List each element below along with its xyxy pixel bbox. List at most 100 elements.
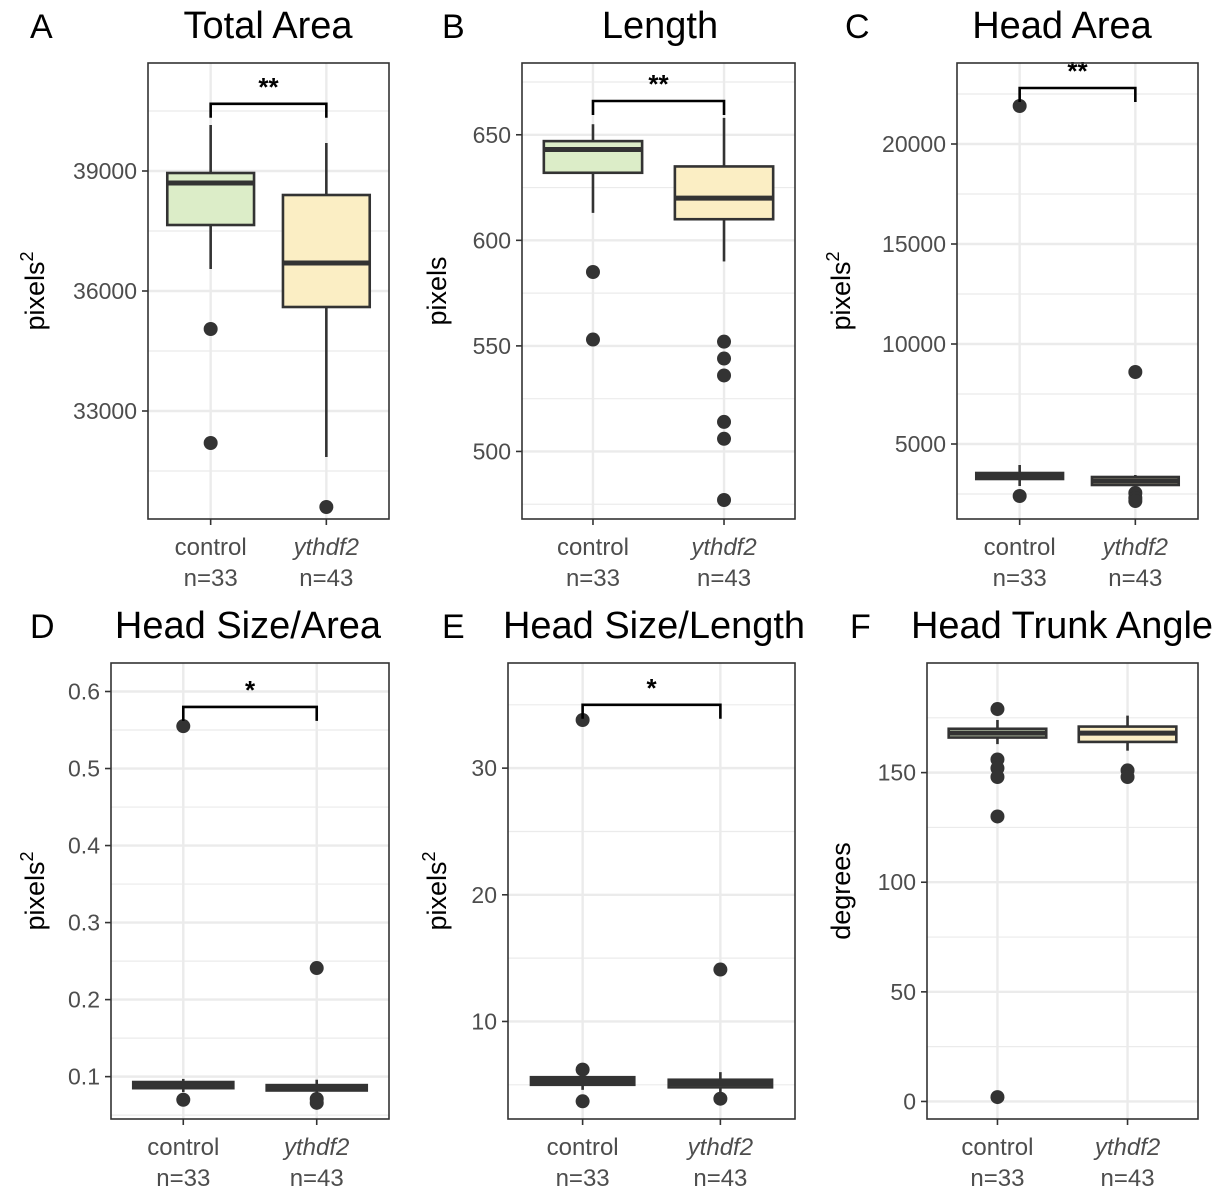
- y-tick-label: 20000: [882, 131, 946, 157]
- y-axis-label: pixels: [422, 256, 452, 325]
- y-tick-label: 36000: [73, 278, 137, 304]
- panel-border: [956, 62, 1199, 520]
- plot-background: [508, 663, 795, 1119]
- outlier-point: [575, 1062, 590, 1077]
- panel-border: [926, 662, 1199, 1120]
- outlier-point: [1012, 489, 1027, 503]
- plot-background: [522, 63, 795, 519]
- significance-bracket: [591, 99, 726, 115]
- outlier-point: [713, 1091, 728, 1106]
- outlier-point: [990, 809, 1005, 824]
- x-sample-size-label: n=33: [184, 565, 238, 592]
- y-axis-label-text: pixels: [20, 261, 50, 330]
- box-control: [542, 139, 644, 175]
- x-sample-size-label: n=33: [993, 565, 1047, 592]
- outlier-point: [717, 334, 732, 349]
- panel-letter: C: [845, 8, 870, 46]
- panel-border: [521, 62, 796, 520]
- x-category-label: control: [147, 1134, 219, 1161]
- x-category-label: control: [175, 534, 247, 561]
- panel-E: * 10 20 30 control n=33 ythdf2 n=43 pixels2 E Head…: [419, 605, 805, 1192]
- y-axis-label: pixels2: [419, 851, 452, 930]
- outlier-point: [1128, 494, 1143, 508]
- x-sample-size-label: n=43: [1108, 565, 1162, 592]
- outlier-point: [1120, 770, 1135, 784]
- x-sample-size-label: n=43: [299, 565, 353, 592]
- outlier-point: [990, 702, 1005, 717]
- outlier-point: [990, 1090, 1005, 1105]
- y-tick-label: 600: [473, 227, 511, 253]
- x-category-label: control: [547, 1134, 619, 1161]
- y-axis-label: degrees: [826, 842, 856, 940]
- x-category-label: control: [961, 1134, 1033, 1161]
- y-tick-label: 0.3: [68, 910, 100, 936]
- x-sample-size-label: n=43: [1101, 1165, 1155, 1192]
- y-tick-label: 33000: [73, 398, 137, 424]
- outlier-point: [176, 1092, 191, 1107]
- outlier-point: [203, 322, 218, 336]
- panel-title: Head Trunk Angle: [911, 605, 1213, 647]
- significance-bracket: [181, 705, 319, 721]
- outlier-point: [1128, 365, 1143, 379]
- y-axis-label: pixels2: [17, 851, 50, 930]
- outlier-point: [717, 368, 732, 383]
- panel-border: [110, 662, 390, 1120]
- panel-letter: F: [850, 608, 871, 646]
- x-category-label: control: [984, 534, 1056, 561]
- y-tick-label: 0.6: [68, 679, 100, 705]
- outlier-point: [585, 332, 600, 347]
- plot-background: [957, 63, 1198, 519]
- panel-letter: A: [30, 8, 53, 46]
- x-category-label: ythdf2: [292, 534, 359, 561]
- outlier-point: [1012, 99, 1027, 113]
- x-sample-size-label: n=43: [290, 1165, 344, 1192]
- panel-title: Head Size/Area: [115, 605, 382, 647]
- x-category-label: ythdf2: [686, 1134, 753, 1161]
- y-axis-label-text: pixels: [20, 861, 50, 930]
- x-sample-size-label: n=33: [156, 1165, 210, 1192]
- y-axis-label-superscript: 2: [823, 251, 843, 261]
- outlier-point: [575, 713, 590, 727]
- y-axis-label-text: degrees: [826, 842, 856, 940]
- y-tick-label: 5000: [895, 431, 946, 457]
- x-sample-size-label: n=43: [697, 565, 751, 592]
- panel-D: * 0.1 0.2 0.3 0.4 0.5 0.6 control n=33 ythdf2 n=43…: [17, 605, 390, 1192]
- x-sample-size-label: n=33: [566, 565, 620, 592]
- y-tick-label: 39000: [73, 158, 137, 184]
- y-tick-label: 0.2: [68, 987, 100, 1013]
- outlier-point: [717, 351, 732, 366]
- y-tick-label: 0.5: [68, 756, 100, 782]
- y-axis-label-text: pixels: [826, 261, 856, 330]
- panel-F: 0 50 100 150 control n=33 ythdf2 n=43 degrees F He…: [826, 605, 1213, 1192]
- panel-title: Length: [602, 5, 718, 47]
- y-axis-label: pixels2: [823, 251, 856, 330]
- panel-title: Total Area: [184, 5, 354, 47]
- x-category-label: ythdf2: [689, 534, 756, 561]
- outlier-point: [990, 770, 1005, 784]
- y-tick-label: 0.4: [68, 833, 100, 859]
- significance-bracket: [1018, 86, 1137, 102]
- outlier-point: [203, 436, 218, 450]
- significance-label: **: [648, 69, 669, 99]
- panel-title: Head Size/Length: [503, 605, 805, 647]
- y-tick-label: 10: [471, 1008, 497, 1034]
- outlier-point: [717, 431, 732, 446]
- y-tick-label: 150: [878, 760, 916, 786]
- significance-bracket: [581, 703, 722, 719]
- outlier-point: [717, 493, 732, 507]
- panel-border: [507, 662, 796, 1120]
- x-category-label: ythdf2: [1093, 1134, 1160, 1161]
- outlier-point: [309, 1095, 324, 1110]
- y-tick-label: 0: [903, 1088, 916, 1114]
- outlier-point: [309, 961, 324, 976]
- y-axis-label-superscript: 2: [17, 851, 37, 861]
- x-sample-size-label: n=33: [970, 1165, 1024, 1192]
- significance-label: *: [245, 675, 256, 705]
- outlier-point: [575, 1094, 590, 1109]
- panel-letter: D: [30, 608, 55, 646]
- outlier-point: [176, 719, 191, 734]
- box-ythdf2: [673, 165, 775, 221]
- panel-C: ** 5000 10000 15000 20000 control n=33 ythdf2 n=…: [823, 5, 1199, 592]
- y-axis-label-superscript: 2: [419, 851, 439, 861]
- y-axis-label-text: pixels: [422, 256, 452, 325]
